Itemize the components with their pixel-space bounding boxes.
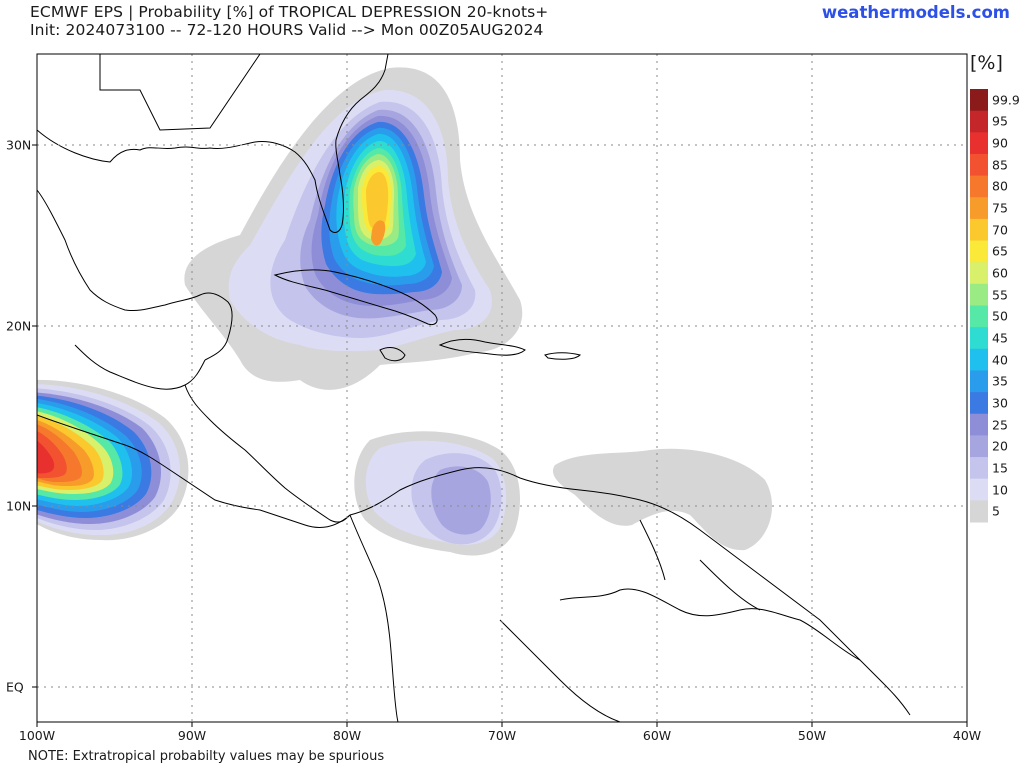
legend-swatch [970, 348, 988, 371]
y-tick-label: EQ [6, 679, 24, 695]
legend-unit: [%] [970, 52, 1003, 74]
y-tick-label: 30N [6, 137, 32, 153]
legend-swatch [970, 283, 988, 306]
x-tick-label: 80W [332, 728, 362, 743]
legend-swatch [970, 435, 988, 458]
legend-level-label: 99.9 [992, 92, 1020, 108]
y-tick-label: 20N [6, 318, 32, 334]
probability-field-bahamas [184, 67, 523, 390]
legend-level-label: 50 [992, 308, 1008, 324]
map-area [37, 54, 967, 722]
legend-level-label: 15 [992, 460, 1008, 476]
map-title: ECMWF EPS | Probability [%] of TROPICAL … [30, 3, 548, 39]
legend-swatch [970, 110, 988, 133]
y-tick-label: 10N [6, 498, 32, 514]
legend-level-label: 40 [992, 352, 1008, 368]
x-tick-label: 90W [177, 728, 207, 743]
legend-level-label: 20 [992, 438, 1008, 454]
title-line-2: Init: 2024073100 -- 72-120 HOURS Valid -… [30, 21, 544, 39]
x-tick-label: 70W [487, 728, 517, 743]
legend-swatch [970, 413, 988, 436]
legend-swatch [970, 218, 988, 242]
axis-ticks [32, 144, 968, 727]
legend-level-label: 75 [992, 200, 1008, 216]
legend-swatch [970, 89, 988, 112]
legend-level-label: 30 [992, 395, 1008, 411]
x-tick-label: 100W [18, 728, 56, 743]
legend-swatch [970, 153, 988, 177]
legend-level-label: 90 [992, 135, 1008, 151]
legend-level-label: 5 [992, 503, 1000, 519]
footer-note: NOTE: Extratropical probabilty values ma… [28, 749, 385, 764]
legend-level-label: 25 [992, 417, 1008, 433]
legend-level-label: 80 [992, 178, 1008, 194]
legend-level-label: 60 [992, 265, 1008, 281]
legend-level-label: 65 [992, 243, 1008, 259]
legend-swatch [970, 327, 988, 350]
legend-swatch [970, 478, 988, 501]
legend-swatch [970, 305, 988, 328]
legend-level-label: 10 [992, 482, 1008, 498]
legend-swatch [970, 132, 988, 155]
legend-swatch [970, 457, 988, 480]
x-tick-label: 50W [797, 728, 827, 743]
legend-level-label: 45 [992, 330, 1008, 346]
legend-swatch [970, 370, 988, 393]
legend-swatch [970, 392, 988, 415]
legend-swatch [970, 175, 988, 198]
legend-swatch [970, 240, 988, 263]
legend-colorbar [970, 89, 988, 523]
graticule [37, 54, 967, 722]
coastlines [37, 54, 911, 722]
legend-level-label: 70 [992, 222, 1008, 238]
legend-swatch [970, 500, 988, 523]
x-tick-label: 60W [642, 728, 672, 743]
title-line-1: ECMWF EPS | Probability [%] of TROPICAL … [30, 3, 549, 21]
probability-field-caribbean [354, 431, 773, 556]
legend-swatch [970, 197, 988, 220]
probability-field-pacific [37, 379, 189, 541]
legend-level-label: 35 [992, 373, 1008, 389]
x-tick-label: 40W [952, 728, 982, 743]
legend-level-label: 85 [992, 157, 1008, 173]
legend-level-label: 95 [992, 113, 1008, 129]
brand-link[interactable]: weathermodels.com [821, 3, 1010, 22]
legend-level-label: 55 [992, 287, 1008, 303]
legend-swatch [970, 262, 988, 285]
